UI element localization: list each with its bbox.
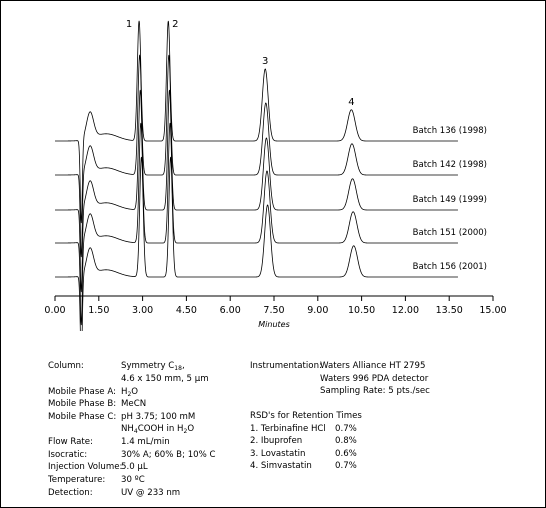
rsd-item: 4. Simvastatin 0.7% xyxy=(250,460,450,473)
condition-value-mpc: pH 3.75; 100 mM xyxy=(121,411,196,422)
condition-row-injection: Injection Volume: 5.0 µL xyxy=(48,461,248,474)
conditions-panel: Column: Symmetry C18, 4.6 x 150 mm, 5 µm… xyxy=(48,360,248,499)
peak-label: 3 xyxy=(262,56,268,67)
condition-label: Mobile Phase B: xyxy=(48,399,117,410)
series-trace xyxy=(55,156,458,331)
x-tick-label: 15.00 xyxy=(479,305,506,316)
peak-label: 4 xyxy=(348,97,354,108)
peak-label: 2 xyxy=(172,19,178,30)
condition-label: Temperature: xyxy=(48,474,106,485)
condition-row-mpa: Mobile Phase A: H2O xyxy=(48,386,248,399)
instrumentation-line-3: Sampling Rate: 5 pts./sec xyxy=(320,386,430,397)
x-tick-label: 0.00 xyxy=(44,305,65,316)
instrumentation-line-1: Waters Alliance HT 2795 xyxy=(320,361,426,371)
rsd-panel: RSD's for Retention Times 1. Terbinafine… xyxy=(250,410,450,473)
condition-value-mpb: MeCN xyxy=(121,399,147,410)
instrumentation-label: Instrumentation: xyxy=(250,361,322,371)
x-tick-label: 4.50 xyxy=(176,305,197,316)
condition-value-isocratic: 30% A; 60% B; 10% C xyxy=(121,449,216,460)
condition-row-mpb: Mobile Phase B: MeCN xyxy=(48,398,248,411)
rsd-title: RSD's for Retention Times xyxy=(250,411,362,421)
condition-value-mpa: H2O xyxy=(121,386,139,398)
rsd-item-name: 4. Simvastatin xyxy=(250,461,312,472)
series-trace xyxy=(55,89,458,293)
series-label: Batch 151 (2000) xyxy=(413,228,487,238)
condition-label: Mobile Phase A: xyxy=(48,386,116,397)
rsd-item: 2. Ibuprofen 0.8% xyxy=(250,435,450,448)
condition-row-column: Column: Symmetry C18, 4.6 x 150 mm, 5 µm xyxy=(48,360,248,384)
x-tick-label: 7.50 xyxy=(263,305,284,316)
condition-label: Detection: xyxy=(48,487,93,498)
instrumentation-panel: Instrumentation: Waters Alliance HT 2795… xyxy=(250,360,510,398)
series-trace xyxy=(55,20,458,224)
chromatogram-chart: 0.00 1.50 3.00 4.50 6.00 7.50 9.00 10.50 12.00 13… xyxy=(44,19,507,331)
series-label: Batch 156 (2001) xyxy=(413,262,487,272)
condition-value-temperature: 30 ºC xyxy=(121,474,145,485)
x-axis-ticks: 0.00 1.50 3.00 4.50 6.00 7.50 9.00 10.50 12.00 13… xyxy=(44,296,507,316)
condition-value-column-dims: 4.6 x 150 mm, 5 µm xyxy=(121,373,209,384)
rsd-item-value: 0.7% xyxy=(335,423,357,434)
instrumentation-row: Waters 996 PDA detector xyxy=(250,373,510,386)
condition-label: Flow Rate: xyxy=(48,437,93,448)
series-label: Batch 149 (1999) xyxy=(413,195,487,205)
peak-label: 1 xyxy=(126,19,132,30)
peak-labels-group: 1 2 3 4 xyxy=(126,19,355,108)
x-tick-label: 1.50 xyxy=(88,305,109,316)
condition-row-mpc: Mobile Phase C: pH 3.75; 100 mM NH4COOH … xyxy=(48,411,248,435)
condition-value-mpc-line2: NH4COOH in H2O xyxy=(121,424,195,436)
instrumentation-row: Instrumentation: Waters Alliance HT 2795 xyxy=(250,360,510,373)
condition-label: Column: xyxy=(48,361,84,371)
rsd-item: 1. Terbinafine HCl 0.7% xyxy=(250,423,450,436)
rsd-item: 3. Lovastatin 0.6% xyxy=(250,448,450,461)
series-label: Batch 142 (1998) xyxy=(413,160,487,170)
rsd-item-value: 0.6% xyxy=(335,448,357,459)
x-tick-label: 10.50 xyxy=(348,305,375,316)
x-tick-label: 12.00 xyxy=(392,305,419,316)
rsd-item-value: 0.8% xyxy=(335,436,357,447)
series-trace xyxy=(55,54,458,258)
rsd-item-name: 1. Terbinafine HCl xyxy=(250,423,326,434)
condition-value-injection: 5.0 µL xyxy=(121,462,148,473)
rsd-item-value: 0.7% xyxy=(335,461,357,472)
series-labels-group: Batch 136 (1998) Batch 142 (1998) Batch 14… xyxy=(413,126,487,272)
instrumentation-line-2: Waters 996 PDA detector xyxy=(320,373,429,384)
series-trace xyxy=(55,122,458,326)
x-tick-label: 9.00 xyxy=(307,305,328,316)
series-label: Batch 136 (1998) xyxy=(413,126,487,136)
instrumentation-row: Sampling Rate: 5 pts./sec xyxy=(250,385,510,398)
condition-value-detection: UV @ 233 nm xyxy=(121,487,181,498)
rsd-item-name: 2. Ibuprofen xyxy=(250,436,303,447)
condition-row-detection: Detection: UV @ 233 nm xyxy=(48,487,248,500)
x-tick-label: 6.00 xyxy=(220,305,241,316)
condition-value-flow: 1.4 mL/min xyxy=(121,437,170,448)
traces-group xyxy=(55,20,458,331)
condition-label: Isocratic: xyxy=(48,449,88,460)
condition-value-column: Symmetry C18, xyxy=(121,361,185,372)
x-tick-label: 3.00 xyxy=(132,305,153,316)
condition-label: Injection Volume: xyxy=(48,462,123,473)
x-axis-title: Minutes xyxy=(258,320,290,329)
condition-row-isocratic: Isocratic: 30% A; 60% B; 10% C xyxy=(48,449,248,462)
condition-row-temperature: Temperature: 30 ºC xyxy=(48,474,248,487)
x-tick-label: 13.50 xyxy=(436,305,463,316)
rsd-item-name: 3. Lovastatin xyxy=(250,448,306,459)
condition-row-flow: Flow Rate: 1.4 mL/min xyxy=(48,436,248,449)
condition-label: Mobile Phase C: xyxy=(48,411,117,422)
